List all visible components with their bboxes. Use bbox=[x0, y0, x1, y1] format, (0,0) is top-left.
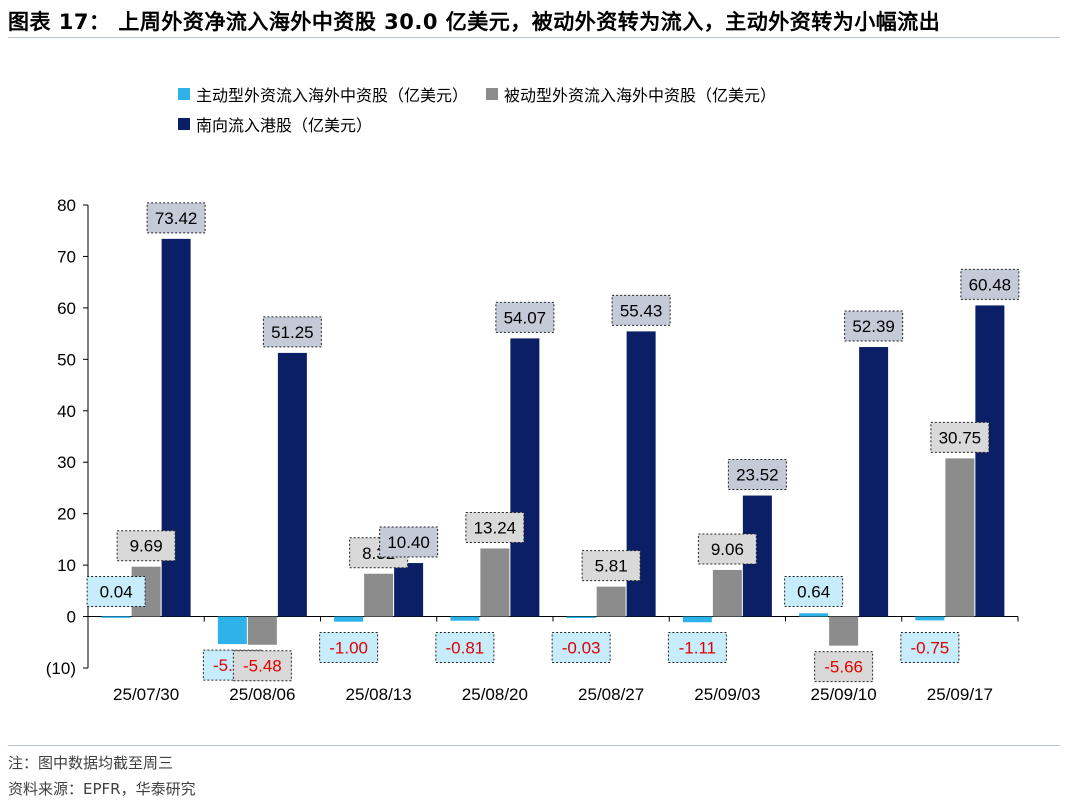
data-label-box-south bbox=[495, 301, 555, 333]
data-label-passive: -5.66 bbox=[824, 658, 863, 677]
bar-active bbox=[799, 613, 829, 617]
data-label-active: -0.75 bbox=[911, 639, 950, 658]
data-label-box-active bbox=[551, 632, 611, 664]
bar-south bbox=[277, 352, 307, 617]
title-rule bbox=[8, 37, 1060, 38]
data-label-box-south bbox=[146, 202, 206, 234]
source-note: 资料来源：EPFR，华泰研究 bbox=[8, 780, 196, 798]
bar-south bbox=[859, 347, 889, 617]
data-label-box-passive bbox=[232, 650, 292, 682]
data-label-box-south bbox=[844, 310, 904, 342]
legend-item-active: 主动型外资流入海外中资股（亿美元） bbox=[178, 82, 468, 106]
data-label-box-active bbox=[784, 576, 844, 608]
bar-active bbox=[217, 616, 247, 645]
x-tick-label: 25/08/20 bbox=[462, 685, 528, 704]
legend-item-passive: 被动型外资流入海外中资股（亿美元） bbox=[486, 82, 776, 106]
y-tick-label: 10 bbox=[57, 556, 76, 575]
data-label-box-south bbox=[960, 268, 1020, 300]
bar-passive bbox=[829, 616, 859, 646]
data-label-box-passive bbox=[697, 533, 757, 565]
data-label-box-south bbox=[262, 316, 322, 348]
data-label-box-south bbox=[727, 459, 787, 491]
x-tick-label: 25/08/06 bbox=[229, 685, 295, 704]
data-label-south: 52.39 bbox=[852, 317, 895, 336]
data-label-south: 73.42 bbox=[155, 209, 198, 228]
bar-south bbox=[394, 563, 424, 617]
legend-label-passive: 被动型外资流入海外中资股（亿美元） bbox=[504, 86, 777, 105]
data-label-active: -0.03 bbox=[562, 639, 601, 658]
y-tick-label: 50 bbox=[57, 350, 76, 369]
data-label-box-active bbox=[435, 632, 495, 664]
legend-row-1: 主动型外资流入海外中资股（亿美元） 被动型外资流入海外中资股（亿美元） bbox=[178, 82, 794, 106]
data-label-south: 51.25 bbox=[271, 323, 314, 342]
data-label-south: 10.40 bbox=[387, 533, 430, 552]
bar-active bbox=[915, 616, 945, 621]
bar-south bbox=[975, 305, 1005, 617]
data-label-active: -0.81 bbox=[446, 639, 485, 658]
y-tick-label: (10) bbox=[46, 659, 76, 678]
x-tick-label: 25/08/27 bbox=[578, 685, 644, 704]
bar-chart: (10) 0 10 20 30 40 50 60 70 80 25/07/30 25/08/06 25/… bbox=[46, 196, 1020, 704]
bar-active bbox=[101, 616, 131, 618]
data-label-passive: -5.48 bbox=[243, 657, 282, 676]
data-label-active: 0.04 bbox=[100, 583, 133, 602]
x-tick-label: 25/08/13 bbox=[346, 685, 412, 704]
data-label-box-active bbox=[319, 632, 379, 664]
y-tick-label: 80 bbox=[57, 196, 76, 215]
data-label-active: -1.11 bbox=[679, 639, 717, 658]
data-label-active: -1.00 bbox=[329, 639, 368, 658]
data-label-box-passive bbox=[930, 421, 990, 453]
data-label-box-passive bbox=[116, 530, 176, 562]
data-label-south: 54.07 bbox=[504, 308, 547, 327]
y-tick-label: 0 bbox=[67, 608, 76, 627]
data-label-south: 60.48 bbox=[969, 275, 1012, 294]
bar-active bbox=[682, 616, 712, 623]
data-label-box-passive bbox=[465, 511, 525, 543]
data-label-box-active bbox=[900, 632, 960, 664]
data-label-passive: 9.06 bbox=[711, 540, 744, 559]
x-tick-label: 25/09/03 bbox=[694, 685, 760, 704]
data-label-passive: 13.24 bbox=[474, 518, 517, 537]
data-label-passive: 9.69 bbox=[130, 537, 163, 556]
data-label-passive: 30.75 bbox=[939, 428, 982, 447]
data-label-box-south bbox=[611, 294, 671, 326]
y-tick-label: 60 bbox=[57, 299, 76, 318]
bar-passive bbox=[596, 586, 626, 617]
bar-south bbox=[510, 338, 540, 617]
footnote: 注：图中数据均截至周三 bbox=[8, 754, 174, 772]
legend-swatch-south bbox=[178, 118, 190, 130]
data-label-passive: 5.81 bbox=[595, 557, 628, 576]
bar-active bbox=[334, 616, 364, 622]
bar-active bbox=[450, 616, 480, 621]
bar-active bbox=[566, 616, 596, 619]
chart-title: 图表 17： 上周外资净流入海外中资股 30.0 亿美元，被动外资转为流入，主动… bbox=[8, 10, 941, 34]
legend-label-active: 主动型外资流入海外中资股（亿美元） bbox=[196, 86, 469, 105]
legend-row-2: 南向流入港股（亿美元） bbox=[178, 112, 390, 136]
legend-swatch-active bbox=[178, 88, 190, 100]
bar-passive bbox=[247, 616, 277, 645]
data-label-south: 23.52 bbox=[736, 466, 779, 485]
data-label-box-active bbox=[86, 576, 146, 608]
data-label-active: 0.64 bbox=[797, 583, 830, 602]
x-tick-label: 25/09/10 bbox=[811, 685, 877, 704]
y-tick-label: 30 bbox=[57, 453, 76, 472]
y-tick-label: 70 bbox=[57, 247, 76, 266]
data-label-south: 55.43 bbox=[620, 301, 663, 320]
x-tick-label: 25/09/17 bbox=[927, 685, 993, 704]
data-label-box-active bbox=[667, 632, 727, 664]
bar-passive bbox=[364, 573, 394, 617]
footer-rule bbox=[8, 745, 1060, 746]
legend-swatch-passive bbox=[486, 88, 499, 100]
data-label-box-south bbox=[379, 526, 439, 558]
bar-passive bbox=[945, 458, 975, 617]
data-label-box-passive bbox=[814, 651, 874, 683]
legend-item-south: 南向流入港股（亿美元） bbox=[178, 112, 372, 136]
legend-label-south: 南向流入港股（亿美元） bbox=[196, 116, 373, 135]
bar-passive bbox=[480, 548, 510, 617]
y-tick-label: 40 bbox=[57, 402, 76, 421]
bar-passive bbox=[712, 569, 742, 617]
data-label-box-passive bbox=[581, 550, 641, 582]
x-tick-label: 25/07/30 bbox=[113, 685, 179, 704]
y-tick-label: 20 bbox=[57, 505, 76, 524]
